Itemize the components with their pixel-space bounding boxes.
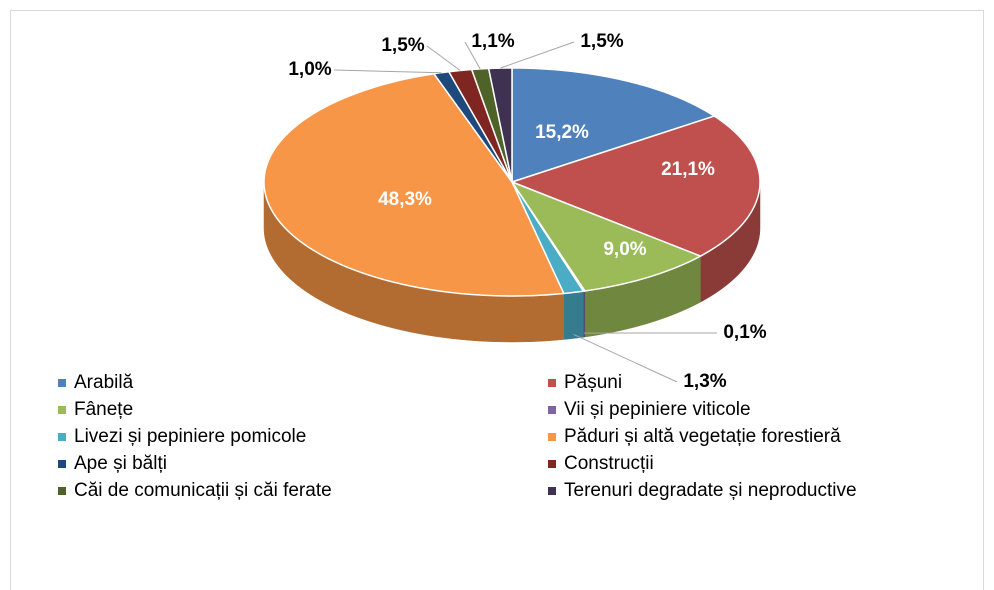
legend-label: Căi de comunicații și căi ferate xyxy=(74,480,332,501)
legend-label: Livezi și pepiniere pomicole xyxy=(74,426,306,447)
data-label: 1,3% xyxy=(683,371,726,392)
leader-line xyxy=(500,41,575,69)
legend-swatch xyxy=(58,406,66,414)
data-label: 15,2% xyxy=(535,122,589,143)
legend-swatch xyxy=(548,433,556,441)
legend-label: Terenuri degradate și neproductive xyxy=(564,480,857,501)
leader-line xyxy=(573,333,678,383)
legend-swatch xyxy=(548,379,556,387)
legend-label: Păduri și altă vegetație forestieră xyxy=(564,426,841,447)
data-label: 21,1% xyxy=(661,159,715,180)
legend-swatch xyxy=(58,487,66,495)
leader-line xyxy=(333,69,442,74)
pie-slice xyxy=(511,67,717,184)
legend-swatch xyxy=(58,433,66,441)
pie-slice xyxy=(510,180,703,292)
data-label: 1,5% xyxy=(381,35,424,56)
pie-slice xyxy=(509,115,761,257)
data-label: 1,0% xyxy=(288,59,331,80)
leader-line xyxy=(426,45,461,71)
leader-line xyxy=(464,41,481,70)
legend-label: Construcții xyxy=(564,453,654,474)
legend-label: Arabilă xyxy=(74,372,134,393)
legend-label: Pășuni xyxy=(564,372,622,393)
legend-swatch xyxy=(58,379,66,387)
legend-label: Fânețe xyxy=(74,399,133,420)
data-label: 0,1% xyxy=(723,322,766,343)
data-label: 48,3% xyxy=(378,189,432,210)
pie-slice xyxy=(487,67,513,183)
pie-tops xyxy=(263,67,761,297)
data-label: 9,0% xyxy=(603,239,646,260)
legend-swatch xyxy=(548,487,556,495)
data-label: 1,5% xyxy=(580,31,623,52)
legend-label: Vii și pepiniere viticole xyxy=(564,399,751,420)
pie-slice xyxy=(263,72,565,297)
data-label: 1,1% xyxy=(471,31,514,52)
pie-side xyxy=(563,290,584,340)
legend-swatch xyxy=(58,460,66,468)
legend-label: Ape și bălți xyxy=(74,453,167,474)
legend-swatch xyxy=(548,460,556,468)
legend-swatch xyxy=(548,406,556,414)
